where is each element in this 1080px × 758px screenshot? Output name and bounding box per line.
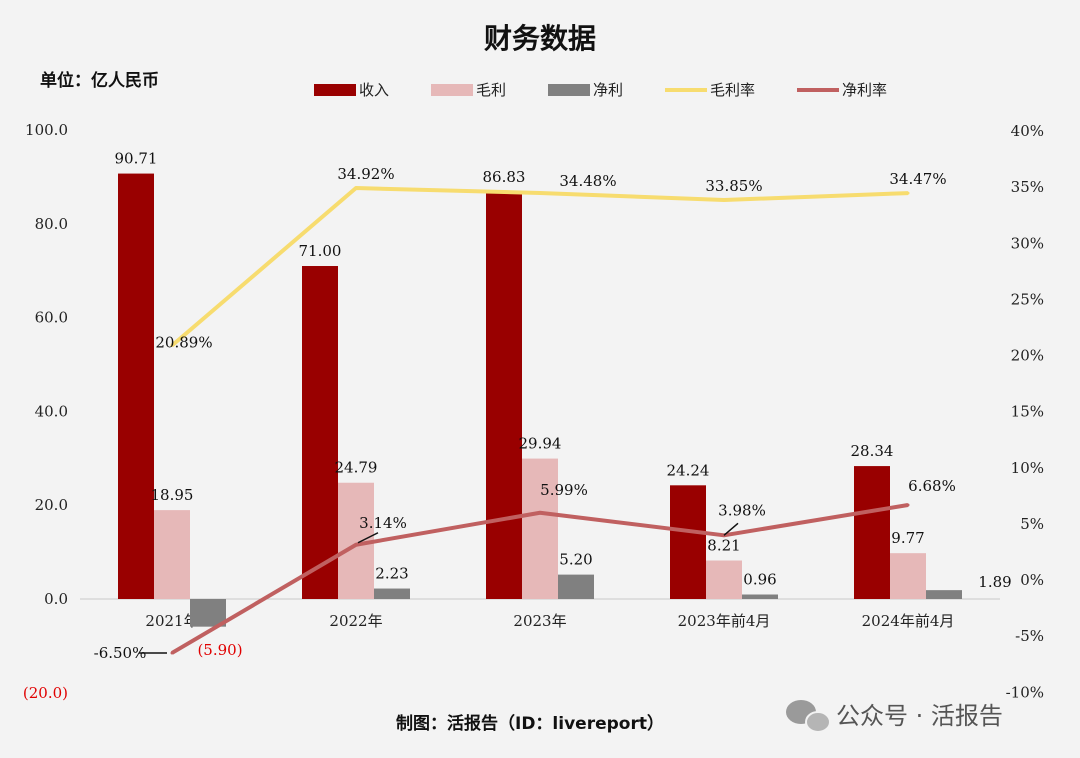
y-right-tick-label: -10% [1006,683,1044,701]
y-right-tick-label: 10% [1011,459,1044,477]
net-profit-value-label: 5.20 [559,551,592,569]
legend-swatch-gross-profit [431,84,473,96]
y-left-tick-label: (20.0) [23,684,68,702]
net-margin-value-label: 5.99% [540,481,588,499]
revenue-value-label: 90.71 [115,150,158,168]
net-margin-point [538,511,542,515]
net-margin-value-label: 3.14% [359,514,407,532]
unit-label: 单位：亿人民币 [40,70,159,91]
gross-margin-line [170,186,909,348]
gross-profit-bar [522,458,558,599]
y-left-tick-label: 80.0 [35,215,68,233]
x-category-label: 2021年 [145,612,198,630]
x-category-label: 2023年前4月 [678,612,771,630]
revenue-bar [302,266,338,599]
gross-margin-point [170,344,174,348]
gross-margin-point [906,191,910,195]
y-right-tick-label: 5% [1020,515,1044,533]
net-profit-bar [558,574,594,599]
revenue-bar [854,466,890,599]
chart-credit: 制图：活报告（ID：livereport） [396,713,664,734]
y-left-tick-label: 60.0 [35,309,68,327]
revenue-bar [118,173,154,599]
y-left-tick-label: 40.0 [35,402,68,420]
net-profit-bar [926,590,962,599]
legend: 收入 毛利 净利 毛利率 净利率 [314,81,887,99]
wechat-icon [786,700,831,733]
gross-margin-point [722,198,726,202]
gross-profit-value-label: 24.79 [335,459,378,477]
revenue-bar [670,485,706,599]
gross-margin-value-label: 34.92% [337,165,394,183]
net-profit-bar [742,594,778,599]
net-margin-value-label: 3.98% [718,501,766,519]
legend-label-gross-margin: 毛利率 [710,81,755,99]
legend-label-net-profit: 净利 [593,81,623,99]
revenue-value-label: 71.00 [299,242,342,260]
gross-profit-value-label: 18.95 [151,486,194,504]
gross-margin-value-label: 33.85% [705,177,762,195]
net-margin-point [906,503,910,507]
gross-profit-bar [154,510,190,599]
net-profit-value-label: 1.89 [978,573,1011,591]
gross-margin-value-label: 20.89% [155,334,212,352]
gross-margin-value-label: 34.48% [559,172,616,190]
legend-label-gross-profit: 毛利 [476,81,506,99]
revenue-value-label: 24.24 [667,461,710,479]
gross-profit-value-label: 8.21 [707,536,740,554]
legend-label-net-margin: 净利率 [842,81,887,99]
y-right-tick-label: 0% [1020,571,1044,589]
gross-margin-value-label: 34.47% [889,170,946,188]
x-category-label: 2022年 [329,612,382,630]
net-margin-point [170,651,174,655]
gross-margin-point [538,191,542,195]
y-right-tick-label: -5% [1015,627,1044,645]
y-left-tick-label: 100.0 [25,121,68,139]
y-right-tick-label: 40% [1011,122,1044,140]
gross-margin-point [354,186,358,190]
gross-profit-bar [706,560,742,599]
gross-profit-value-label: 29.94 [519,435,562,453]
y-left-tick-label: 20.0 [35,496,68,514]
net-margin-value-label: 6.68% [908,477,956,495]
legend-swatch-revenue [314,84,356,96]
legend-label-revenue: 收入 [359,81,389,99]
revenue-bar [486,191,522,599]
y-right-tick-label: 15% [1011,403,1044,421]
gross-profit-value-label: 9.77 [891,529,924,547]
gross-profit-bar [890,553,926,599]
y-right-tick-label: 30% [1011,234,1044,252]
y-left-tick-label: 0.0 [44,590,68,608]
y-right-tick-label: 35% [1011,178,1044,196]
net-margin-leader-line [723,522,739,536]
net-profit-bar [190,599,226,627]
chart-title: 财务数据 [484,22,596,55]
y-right-tick-label: 20% [1011,347,1044,365]
net-profit-value-label: (5.90) [197,641,242,659]
x-category-label: 2024年前4月 [862,612,955,630]
plot-area: (20.0) 0.0 20.0 40.0 60.0 80.0 100.0 -10% -5% 0% 5… [23,121,1044,702]
net-margin-point [354,543,358,547]
revenue-value-label: 28.34 [851,442,894,460]
y-right-tick-label: 25% [1011,290,1044,308]
watermark-text: 公众号 · 活报告 [836,702,1003,730]
net-margin-leader-line [357,532,379,544]
x-category-label: 2023年 [513,612,566,630]
net-profit-value-label: 2.23 [375,565,408,583]
net-profit-value-label: 0.96 [743,570,776,588]
net-margin-value-label: -6.50% [94,644,147,662]
legend-swatch-net-profit [548,84,590,96]
net-profit-bar [374,588,410,599]
revenue-value-label: 86.83 [483,168,526,186]
